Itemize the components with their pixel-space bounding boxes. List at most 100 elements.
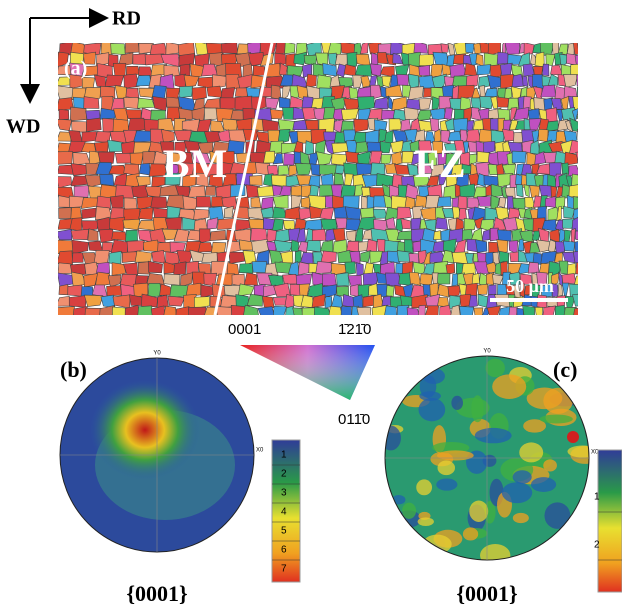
- grain: [210, 230, 226, 240]
- grain: [111, 43, 126, 54]
- grain: [564, 74, 578, 87]
- grain: [544, 153, 557, 163]
- colorbar-label: 7: [281, 564, 287, 575]
- grain: [322, 274, 336, 287]
- grain: [538, 228, 548, 242]
- grain: [491, 195, 500, 209]
- grain: [431, 64, 443, 76]
- grain: [124, 209, 140, 221]
- grain: [99, 229, 114, 242]
- grain: [133, 131, 151, 142]
- pf-blob: [463, 527, 478, 540]
- grain: [577, 108, 587, 119]
- fz-label: FZ: [414, 141, 465, 186]
- grain: [73, 153, 90, 165]
- grain: [389, 119, 402, 131]
- grain: [59, 109, 69, 120]
- grain: [370, 64, 381, 76]
- pf-blob: [451, 396, 463, 410]
- grain: [548, 175, 557, 188]
- grain: [108, 275, 121, 287]
- grain: [545, 196, 557, 207]
- grain: [316, 261, 333, 273]
- grain: [329, 306, 343, 318]
- grain: [404, 107, 418, 119]
- grain: [497, 52, 508, 64]
- grain: [571, 228, 575, 242]
- grain: [94, 75, 105, 87]
- grain: [574, 275, 584, 285]
- grain: [84, 97, 99, 109]
- grain: [163, 306, 176, 319]
- grain: [448, 131, 461, 141]
- pf-blob: [419, 391, 441, 401]
- grain: [59, 208, 72, 219]
- grain: [143, 151, 155, 164]
- grain: [349, 87, 358, 98]
- grain: [289, 165, 297, 176]
- grain: [465, 63, 477, 75]
- grain: [542, 64, 549, 76]
- grain: [355, 65, 371, 77]
- caption: {0001}: [456, 581, 517, 606]
- pf-blob: [437, 450, 474, 460]
- grain: [295, 163, 312, 175]
- scale-bar: [490, 298, 568, 302]
- grain: [497, 230, 511, 241]
- grain: [216, 306, 233, 317]
- pf-blob: [416, 479, 432, 495]
- scale-bar-label: 50 μm: [506, 276, 554, 296]
- pf-blob: [543, 388, 573, 414]
- grain: [360, 250, 370, 262]
- grain: [419, 65, 430, 76]
- grain: [397, 74, 409, 85]
- colorbar-label: 1: [281, 450, 287, 461]
- grain: [577, 75, 584, 89]
- grain: [572, 294, 581, 306]
- grain: [488, 242, 498, 253]
- grain: [127, 241, 144, 253]
- grain: [150, 43, 167, 54]
- grain: [174, 262, 186, 275]
- colorbar-label: 5: [281, 526, 287, 537]
- grain: [316, 152, 332, 166]
- grain: [124, 97, 140, 108]
- grain: [562, 283, 569, 297]
- grain: [561, 107, 574, 120]
- grain: [57, 151, 73, 164]
- grain: [138, 220, 155, 230]
- grain: [88, 229, 98, 241]
- grain: [82, 208, 96, 219]
- grain: [57, 177, 72, 188]
- grain: [321, 219, 337, 230]
- grain: [512, 151, 526, 163]
- grain: [499, 197, 506, 207]
- grain: [279, 97, 290, 108]
- bm-label: BM: [163, 141, 227, 186]
- grain: [328, 53, 336, 65]
- grain: [448, 286, 461, 297]
- grain: [71, 229, 89, 239]
- pf-blob: [402, 503, 416, 519]
- grain: [57, 306, 75, 318]
- grain: [94, 142, 108, 152]
- grain: [126, 66, 139, 75]
- grain: [423, 88, 431, 97]
- grain: [448, 43, 455, 55]
- grain: [321, 240, 333, 252]
- grain: [535, 307, 543, 319]
- grain: [435, 218, 447, 230]
- grain: [236, 219, 251, 230]
- grain: [444, 185, 457, 199]
- grain: [555, 242, 564, 253]
- grain: [184, 75, 199, 87]
- grain: [108, 140, 123, 152]
- grain: [551, 99, 562, 110]
- grain: [317, 75, 331, 89]
- grain: [275, 42, 286, 55]
- grain: [567, 54, 577, 66]
- grain: [72, 240, 89, 254]
- colorbar-label: 3: [281, 488, 287, 499]
- grain: [298, 262, 310, 275]
- grain: [278, 166, 289, 176]
